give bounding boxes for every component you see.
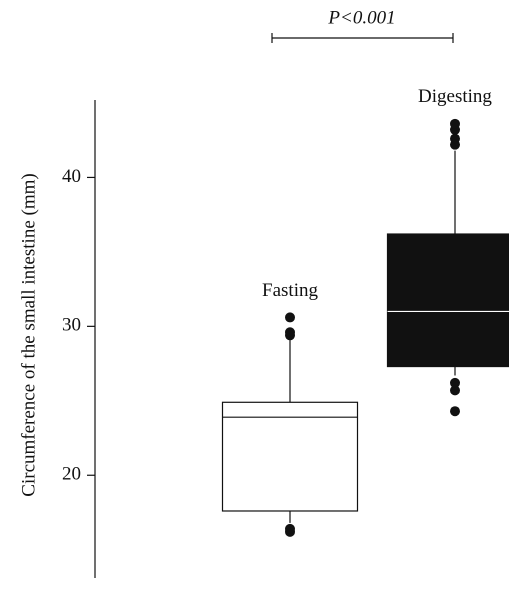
outlier <box>450 385 460 396</box>
outlier <box>285 312 295 323</box>
y-axis-label: Circumference of the small intestine (mm… <box>18 173 39 496</box>
annotation: P<0.001 <box>327 7 395 28</box>
y-tick-label: 40 <box>62 166 81 187</box>
box <box>386 233 509 368</box>
outlier <box>450 377 460 388</box>
outlier <box>450 118 460 129</box>
outlier <box>285 523 295 534</box>
outlier <box>450 406 460 417</box>
category-label: Digesting <box>418 86 492 107</box>
box <box>221 401 359 512</box>
y-tick-label: 30 <box>62 315 81 336</box>
category-label: Fasting <box>262 280 318 301</box>
y-tick-label: 20 <box>62 464 81 485</box>
outlier <box>285 327 295 338</box>
outlier <box>450 133 460 144</box>
